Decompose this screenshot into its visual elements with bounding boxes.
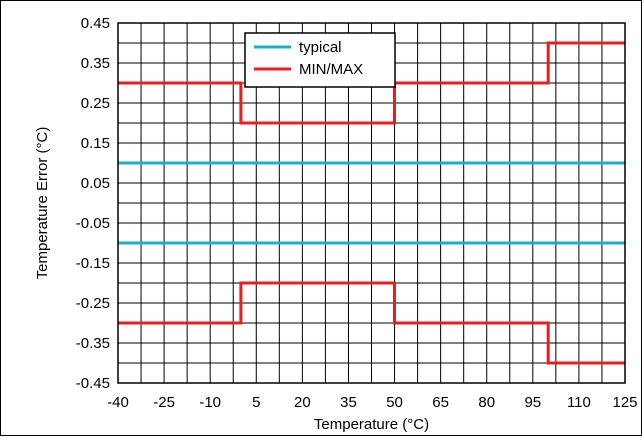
- y-tick-label: -0.05: [76, 215, 110, 232]
- x-tick-label: 5: [252, 394, 260, 411]
- x-tick-label: 50: [386, 394, 403, 411]
- y-tick-label: 0.25: [81, 95, 110, 112]
- x-tick-label: -10: [199, 394, 221, 411]
- x-tick-label: -40: [107, 394, 129, 411]
- y-tick-label: 0.35: [81, 55, 110, 72]
- x-tick-label: 65: [432, 394, 449, 411]
- x-tick-label: 95: [524, 394, 541, 411]
- series-line-min-max: [118, 281, 625, 365]
- x-tick-label: 125: [612, 394, 637, 411]
- legend-box: [244, 32, 396, 88]
- x-axis-label: Temperature (°C): [314, 416, 429, 433]
- x-tick-label: 20: [294, 394, 311, 411]
- x-tick-labels: -40 -25 -10 5 20 35 50 65 80 95 110 125: [107, 394, 637, 411]
- y-tick-label: -0.15: [76, 255, 110, 272]
- y-tick-label: 0.45: [81, 15, 110, 32]
- y-tick-label: 0.05: [81, 175, 110, 192]
- series-layer: [118, 41, 625, 365]
- y-tick-label: 0.15: [81, 135, 110, 152]
- x-tick-label: 35: [340, 394, 357, 411]
- series-line-min-max: [118, 41, 625, 125]
- legend-label-typical: typical: [299, 39, 342, 56]
- x-tick-label: 110: [567, 394, 591, 411]
- x-tick-label: -25: [153, 394, 175, 411]
- y-tick-label: -0.45: [76, 375, 110, 392]
- plot-frame: [117, 22, 626, 384]
- legend-label-min-max: MIN/MAX: [299, 61, 363, 78]
- y-tick-label: -0.25: [76, 295, 110, 312]
- legend: typical MIN/MAX: [244, 32, 396, 88]
- y-axis-label: Temperature Error (°C): [34, 127, 51, 280]
- y-tick-label: -0.35: [76, 335, 110, 352]
- x-tick-label: 80: [478, 394, 495, 411]
- y-tick-labels: -0.45 -0.35 -0.25 -0.15 -0.05 0.05 0.15 0.25 0.3…: [76, 15, 110, 392]
